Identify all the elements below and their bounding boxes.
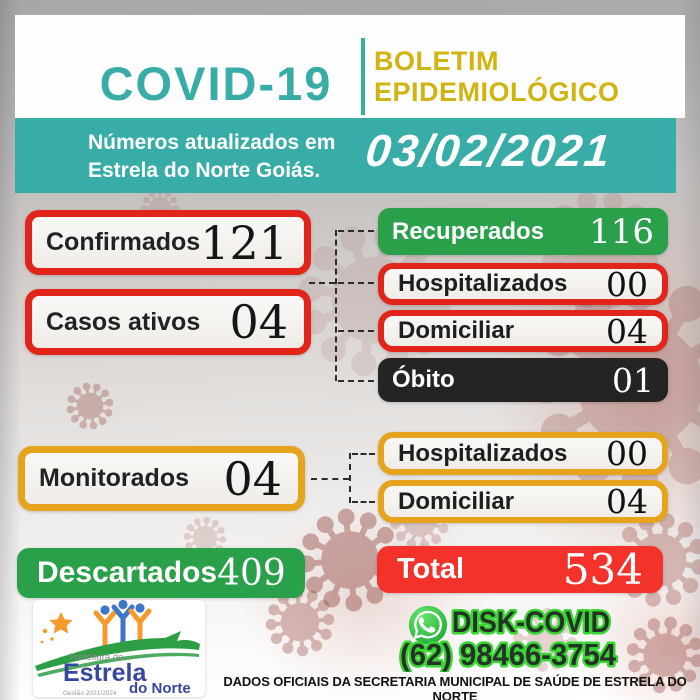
page-title: COVID-19: [99, 57, 333, 110]
stat-label: Total: [397, 553, 465, 585]
stat-value: 04: [606, 311, 648, 351]
star-icon: [40, 612, 73, 644]
city-logo-graphic: Prefeitura de Estrela do Norte Gestão 20…: [35, 599, 200, 697]
logo-name-line2: do Norte: [129, 680, 191, 697]
connector-hospitalizados-ativos: [338, 282, 374, 284]
logo-line-small: Prefeitura de: [69, 652, 123, 663]
connector-domiciliar-ativos: [338, 330, 374, 332]
stat-label: Domiciliar: [398, 317, 515, 344]
connector-left-active: [309, 282, 335, 284]
city-logo: Prefeitura de Estrela do Norte Gestão 20…: [33, 599, 205, 697]
update-line2: Estrela do Norte Goiás.: [88, 159, 321, 182]
stat-value: 534: [562, 545, 643, 594]
connector-left-monitorados: [311, 478, 349, 480]
bulletin-title: BOLETIM EPIDEMIOLÓGICO: [374, 46, 620, 108]
people-icon: [93, 599, 152, 649]
whatsapp-icon: [408, 605, 448, 645]
stat-label: Hospitalizados: [398, 270, 568, 297]
stat-label: Hospitalizados: [398, 439, 568, 467]
stat-value: 04: [223, 451, 282, 506]
stat-label: Confirmados: [46, 228, 201, 256]
connector-vertical-monitorados: [349, 453, 351, 503]
stat-value: 00: [606, 434, 648, 473]
bulletin-date: 03/02/2021: [363, 125, 614, 176]
stat-value: 00: [606, 264, 648, 304]
logo-name-line1: Estrela: [63, 659, 147, 687]
stat-label: Óbito: [392, 366, 455, 393]
connector-vertical-active: [335, 230, 337, 381]
stat-value: 01: [612, 360, 654, 400]
stat-label: Recuperados: [392, 217, 545, 245]
stat-label: Domiciliar: [398, 487, 515, 515]
connector-recuperados: [338, 230, 374, 232]
stat-hospitalizados-monitorados: Hospitalizados 00: [378, 432, 668, 475]
stat-total: Total 534: [377, 545, 663, 594]
stat-domiciliar-monitorados: Domiciliar 04: [378, 480, 668, 523]
bulletin-line1: BOLETIM: [374, 46, 499, 76]
stat-domiciliar-ativos: Domiciliar 04: [378, 310, 668, 352]
logo-management: Gestão 2021/2024: [63, 690, 117, 697]
stat-obito: Óbito 01: [378, 358, 668, 402]
stat-value: 409: [217, 552, 286, 594]
source-text: DADOS OFICIAIS DA SECRETARIA MUNICIPAL D…: [223, 674, 687, 700]
header-band: COVID-19 BOLETIM EPIDEMIOLÓGICO: [15, 15, 685, 118]
stat-value: 121: [200, 215, 288, 270]
subheader-band: Números atualizados em Estrela do Norte …: [15, 118, 676, 193]
stat-casos-ativos: Casos ativos 04: [25, 289, 311, 355]
stat-value: 04: [606, 482, 648, 521]
connector-obito: [338, 380, 374, 382]
ribbon-icon: [35, 631, 200, 677]
disk-covid-phone: (62) 98466-3754: [400, 637, 617, 672]
stat-value: 116: [589, 211, 654, 252]
stat-hospitalizados-ativos: Hospitalizados 00: [378, 263, 668, 305]
stat-monitorados: Monitorados 04: [18, 446, 305, 511]
connector-domiciliar-monitorados: [352, 501, 375, 503]
disk-covid-label: DISK-COVID: [452, 606, 610, 639]
disk-covid: DISK-COVID (62) 98466-3754: [398, 604, 620, 673]
stat-label: Descartados: [37, 556, 218, 589]
stat-descartados: Descartados 409: [17, 548, 305, 598]
stat-label: Monitorados: [39, 464, 189, 492]
update-line1: Números atualizados em: [88, 131, 336, 154]
stat-recuperados: Recuperados 116: [378, 208, 668, 255]
connector-hospitalizados-monitorados: [352, 453, 375, 455]
header-divider: [361, 38, 365, 115]
stat-value: 04: [229, 295, 288, 349]
stat-confirmados: Confirmados 121: [25, 210, 311, 275]
update-text: Números atualizados em Estrela do Norte …: [88, 129, 335, 185]
stat-label: Casos ativos: [46, 307, 201, 336]
bulletin-line2: EPIDEMIOLÓGICO: [374, 77, 620, 107]
